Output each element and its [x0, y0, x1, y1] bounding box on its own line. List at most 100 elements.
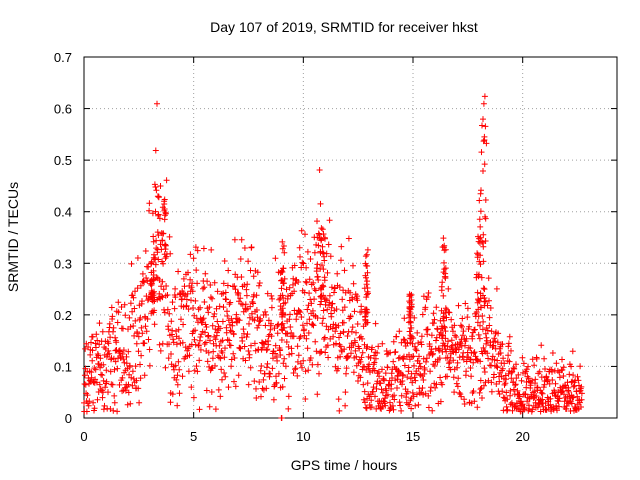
data-point — [175, 358, 182, 365]
data-point — [319, 320, 326, 327]
data-point — [453, 380, 460, 387]
data-point — [133, 340, 140, 347]
data-point — [452, 349, 459, 356]
data-point — [278, 337, 285, 343]
data-point — [442, 328, 449, 335]
data-point — [503, 389, 510, 396]
data-point — [247, 364, 254, 371]
data-point — [166, 233, 173, 240]
data-point — [491, 356, 498, 363]
data-point — [470, 388, 477, 395]
data-point — [146, 362, 153, 369]
data-point — [152, 147, 159, 154]
data-point — [170, 339, 177, 346]
data-point — [407, 319, 414, 326]
data-point — [346, 297, 353, 304]
data-point — [325, 241, 332, 248]
data-point — [188, 297, 194, 304]
data-point — [281, 324, 288, 331]
data-point — [404, 388, 411, 395]
data-point — [186, 352, 193, 359]
data-point — [532, 376, 539, 383]
data-point — [340, 319, 347, 326]
data-point — [467, 345, 474, 352]
data-point — [161, 309, 168, 316]
data-point — [482, 213, 488, 220]
data-point — [432, 384, 439, 391]
data-point — [233, 311, 240, 318]
data-point — [331, 285, 338, 292]
data-point — [429, 407, 436, 414]
data-point — [235, 290, 242, 297]
data-point — [246, 320, 252, 327]
data-point — [319, 262, 325, 269]
data-point — [420, 377, 427, 383]
data-point — [481, 93, 488, 100]
data-point — [325, 354, 332, 361]
data-point — [249, 299, 256, 306]
data-point — [288, 345, 295, 352]
data-point — [310, 279, 317, 286]
data-point — [418, 333, 425, 340]
data-point — [155, 211, 162, 218]
data-point — [332, 328, 339, 335]
data-point — [318, 294, 325, 301]
data-point — [279, 238, 286, 245]
data-point — [245, 258, 252, 265]
data-point — [574, 373, 581, 380]
data-point — [347, 313, 354, 320]
data-point — [413, 391, 420, 398]
data-point — [416, 390, 423, 397]
data-point — [368, 397, 375, 404]
data-point — [374, 350, 381, 356]
data-point — [364, 278, 371, 285]
data-point — [481, 298, 488, 305]
data-point — [253, 307, 260, 313]
data-point — [304, 320, 310, 327]
data-point — [272, 255, 279, 262]
data-point — [148, 310, 155, 317]
data-point — [423, 355, 430, 362]
data-point — [481, 161, 488, 168]
data-point — [497, 350, 504, 356]
data-point — [569, 348, 576, 355]
data-point — [277, 303, 284, 310]
data-point — [296, 244, 303, 251]
data-point — [506, 358, 513, 365]
data-point — [534, 384, 541, 391]
data-point — [478, 274, 485, 281]
y-tick-label: 0.6 — [54, 102, 72, 117]
data-point — [486, 297, 492, 304]
data-point — [301, 332, 308, 339]
data-point — [314, 261, 321, 268]
data-point — [361, 285, 368, 292]
data-point — [450, 328, 456, 335]
data-point — [499, 341, 506, 348]
data-point — [406, 328, 413, 335]
data-point — [277, 346, 284, 353]
data-point — [99, 394, 106, 401]
data-point — [322, 349, 329, 356]
data-point — [256, 379, 263, 385]
data-point — [160, 260, 167, 267]
data-point — [270, 355, 276, 362]
data-point — [326, 292, 333, 299]
data-point — [318, 348, 325, 355]
data-point — [83, 408, 90, 415]
data-point — [561, 391, 567, 398]
data-point — [108, 304, 115, 311]
data-point — [425, 404, 432, 411]
data-point — [409, 389, 416, 396]
data-point — [488, 388, 495, 395]
data-point — [314, 234, 321, 241]
data-point — [111, 392, 118, 399]
data-point — [507, 387, 514, 394]
data-point — [223, 296, 230, 303]
data-point — [367, 369, 373, 376]
data-point — [291, 288, 298, 295]
data-point — [142, 248, 149, 254]
data-point — [118, 304, 125, 310]
data-point — [371, 359, 378, 366]
data-point — [354, 297, 361, 304]
data-point — [482, 197, 489, 203]
